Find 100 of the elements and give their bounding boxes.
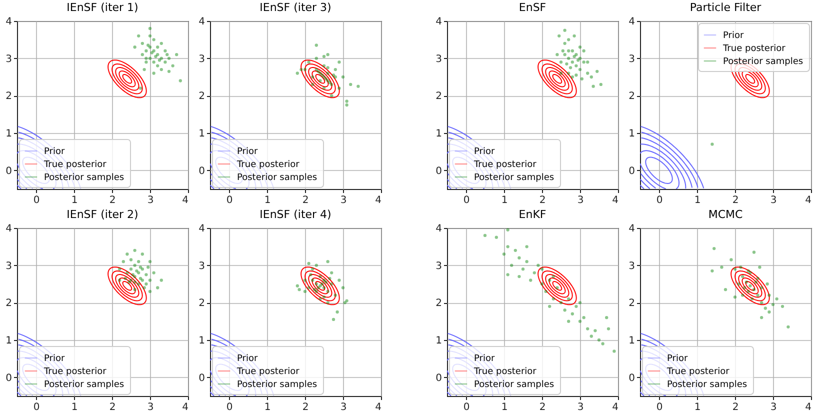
y-tick-label: 1 [6, 128, 12, 140]
y-tick-label: 2 [198, 91, 205, 102]
x-tick-label: 4 [182, 195, 188, 206]
x-tick-label: 2 [109, 195, 116, 206]
y-tick-label: 0 [6, 166, 12, 177]
x-tick-label: 1 [71, 402, 78, 413]
x-tick-label: 4 [375, 402, 382, 413]
y-tick-label: 1 [628, 128, 635, 140]
x-tick-label: 0 [226, 402, 233, 413]
x-tick-label: 3 [340, 402, 347, 413]
legend-label: Posterior samples [44, 380, 124, 390]
x-tick-label: 3 [147, 195, 154, 206]
x-tick-label: 3 [147, 402, 154, 413]
legend-label: Posterior samples [723, 57, 804, 67]
x-tick-label: 4 [182, 402, 188, 413]
y-tick-label: 4 [6, 224, 12, 234]
x-tick-label: 2 [539, 402, 546, 413]
x-tick-label: 0 [463, 195, 470, 206]
chart-title: Particle Filter [690, 1, 762, 14]
y-tick-label: 2 [198, 298, 205, 310]
legend-label: True posterior [43, 160, 107, 170]
legend-label: Prior [723, 31, 744, 41]
legend-label: Prior [474, 147, 495, 157]
x-tick-label: 3 [340, 195, 347, 206]
x-tick-label: 0 [226, 195, 233, 206]
legend-label: Posterior samples [237, 380, 318, 390]
chart-title: IEnSF (iter 3) [260, 1, 332, 14]
x-tick-label: 3 [577, 195, 584, 206]
y-tick-label: 1 [198, 128, 205, 140]
x-tick-label: 1 [501, 402, 508, 413]
legend-label: True posterior [666, 367, 730, 377]
chart-title: EnSF [518, 1, 546, 14]
legend-label: True posterior [236, 160, 300, 170]
legend-label: Posterior samples [474, 173, 554, 183]
x-tick-label: 0 [33, 402, 40, 413]
x-tick-label: 3 [770, 195, 777, 206]
x-tick-label: 4 [805, 195, 812, 206]
y-tick-label: 4 [628, 16, 635, 28]
legend-label: True posterior [722, 44, 786, 54]
x-tick-label: 1 [264, 195, 271, 206]
legend-label: Prior [44, 147, 65, 157]
legend-label: Prior [474, 354, 495, 364]
y-tick-label: 0 [436, 372, 442, 384]
x-tick-label: 1 [264, 402, 271, 413]
x-tick-label: 4 [805, 402, 812, 413]
y-tick-label: 2 [628, 298, 635, 310]
y-tick-label: 3 [436, 260, 442, 272]
y-tick-label: 4 [628, 224, 635, 234]
x-tick-label: 1 [694, 195, 701, 206]
y-tick-label: 0 [6, 372, 12, 384]
y-tick-label: 2 [436, 91, 442, 102]
y-tick-label: 3 [628, 54, 635, 65]
y-tick-label: 1 [198, 336, 205, 346]
x-tick-label: 1 [71, 195, 78, 206]
y-tick-label: 3 [436, 54, 442, 65]
legend-label: Posterior samples [667, 380, 748, 390]
y-tick-label: 2 [6, 91, 12, 102]
x-tick-label: 3 [577, 402, 584, 413]
x-tick-label: 0 [463, 402, 470, 413]
x-tick-label: 2 [732, 402, 739, 413]
x-tick-label: 0 [33, 195, 40, 206]
legend-label: True posterior [43, 367, 107, 377]
legend-label: Prior [237, 147, 258, 157]
x-tick-label: 2 [109, 402, 116, 413]
y-tick-label: 2 [436, 298, 442, 310]
legend-label: Prior [667, 354, 688, 364]
legend-label: Posterior samples [474, 380, 554, 390]
y-tick-label: 1 [628, 336, 635, 346]
y-tick-label: 3 [628, 260, 635, 272]
chart-title: IEnSF (iter 4) [260, 208, 332, 221]
x-tick-label: 2 [539, 195, 546, 206]
x-tick-label: 1 [694, 402, 701, 413]
x-tick-label: 4 [375, 195, 382, 206]
y-tick-label: 4 [436, 224, 442, 234]
x-tick-label: 4 [612, 402, 618, 413]
y-tick-label: 0 [436, 166, 442, 177]
y-tick-label: 0 [198, 372, 205, 384]
chart-title: MCMC [708, 208, 743, 221]
x-tick-label: 0 [656, 195, 663, 206]
y-tick-label: 0 [628, 372, 635, 384]
y-tick-label: 1 [436, 128, 442, 140]
y-tick-label: 2 [6, 298, 12, 310]
y-tick-label: 4 [198, 224, 205, 234]
x-tick-label: 4 [612, 195, 618, 206]
legend-label: Posterior samples [237, 173, 318, 183]
y-tick-label: 1 [6, 336, 12, 346]
y-tick-label: 4 [436, 16, 442, 28]
legend-label: True posterior [236, 367, 300, 377]
x-tick-label: 1 [501, 195, 508, 206]
chart-title: EnKF [518, 208, 546, 221]
y-tick-label: 3 [198, 260, 205, 272]
x-tick-label: 2 [302, 402, 309, 413]
y-tick-label: 3 [6, 54, 12, 65]
legend-label: Prior [44, 354, 65, 364]
legend-label: True posterior [473, 367, 537, 377]
y-tick-label: 4 [6, 16, 12, 28]
legend-label: Posterior samples [44, 173, 124, 183]
x-tick-label: 2 [732, 195, 739, 206]
y-tick-label: 3 [6, 260, 12, 272]
y-tick-label: 0 [198, 166, 205, 177]
